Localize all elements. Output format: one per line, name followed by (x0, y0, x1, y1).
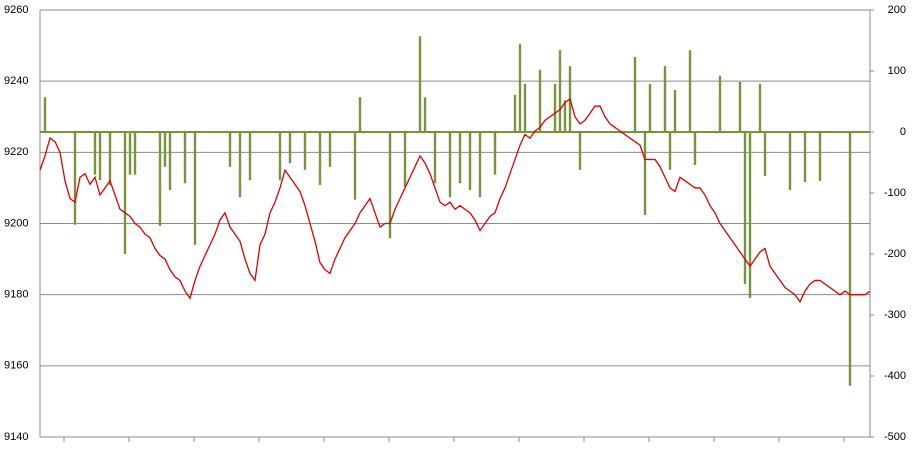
y-tick-label: 9260 (4, 4, 28, 16)
bar (738, 81, 742, 132)
bar (848, 132, 852, 386)
bar (803, 132, 807, 183)
y2-tick-label: 200 (888, 4, 906, 16)
y-tick-label: 9240 (4, 75, 28, 87)
bar (278, 132, 282, 181)
bar (458, 132, 462, 184)
bar (328, 132, 332, 167)
bar (468, 132, 472, 190)
bar (563, 100, 567, 132)
bar (193, 132, 197, 245)
bar (108, 132, 112, 186)
bar (358, 97, 362, 132)
bar (303, 132, 307, 170)
y2-tick-label: -100 (884, 187, 906, 199)
bar (228, 132, 232, 167)
bar (633, 56, 637, 132)
bar (758, 83, 762, 132)
y2-tick-label: -500 (884, 431, 906, 443)
bar (388, 132, 392, 239)
y-tick-label: 9220 (4, 146, 28, 158)
bar (648, 83, 652, 132)
bar (353, 132, 357, 200)
bar (433, 132, 437, 184)
bar (818, 132, 822, 181)
bar (158, 132, 162, 226)
bar (553, 83, 557, 132)
bar (523, 83, 527, 132)
bar (788, 132, 792, 190)
price-line (39, 97, 871, 304)
bar (423, 97, 427, 132)
y2-tick-label: -300 (884, 309, 906, 321)
bar (578, 132, 582, 170)
bar (403, 132, 407, 187)
y2-tick-label: 0 (900, 126, 906, 138)
bar (163, 132, 167, 167)
bar (493, 132, 497, 175)
bar (518, 44, 522, 132)
bar (128, 132, 132, 175)
bar (73, 132, 77, 225)
y-tick-label: 9200 (4, 217, 28, 229)
bar (478, 132, 482, 198)
bar (43, 97, 47, 132)
bar (418, 36, 422, 133)
bar (748, 132, 752, 298)
bar (123, 132, 127, 254)
bar (538, 69, 542, 132)
y2-tick-label: -400 (884, 370, 906, 382)
bar (448, 132, 452, 198)
bar (318, 132, 322, 186)
y2-tick-label: 100 (888, 65, 906, 77)
bar (743, 132, 747, 284)
bar (693, 132, 697, 165)
bar (763, 132, 767, 176)
y-tick-label: 9160 (4, 360, 28, 372)
bar (288, 132, 292, 164)
bar (673, 89, 677, 132)
bar (558, 50, 562, 133)
bar (668, 132, 672, 170)
bar (248, 132, 252, 181)
bar (93, 132, 97, 175)
bar (643, 132, 647, 215)
bar (133, 132, 137, 175)
bar (183, 132, 187, 184)
bar (238, 132, 242, 198)
y-tick-label: 9140 (4, 431, 28, 443)
bar (663, 66, 667, 132)
bar (718, 75, 722, 132)
y-tick-label: 9180 (4, 289, 28, 301)
y2-tick-label: -200 (884, 248, 906, 260)
bar (513, 94, 517, 132)
bar (168, 132, 172, 190)
bar (98, 132, 102, 181)
bar (688, 50, 692, 133)
